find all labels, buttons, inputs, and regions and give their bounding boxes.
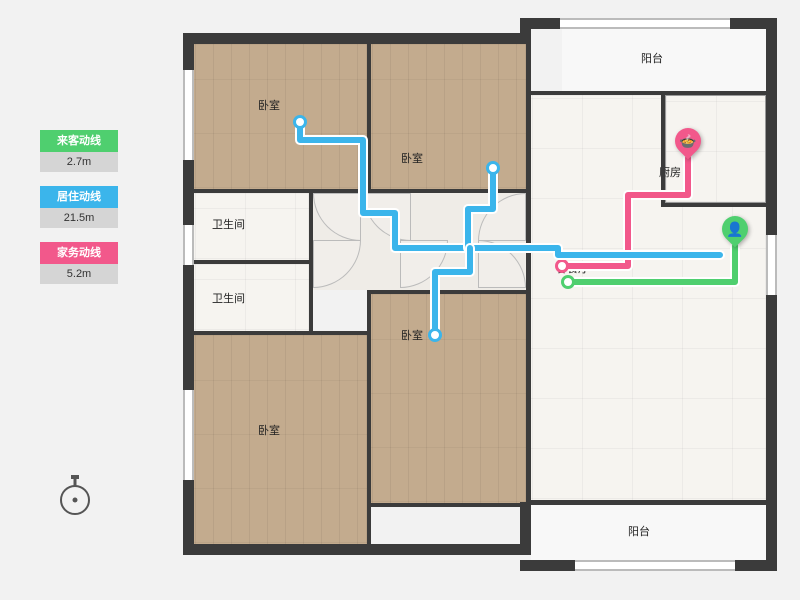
wall-opening — [560, 18, 730, 29]
room-label: 阳台 — [641, 50, 663, 66]
room-bath2: 卫生间 — [194, 264, 309, 331]
room-balcony_b: 阳台 — [531, 505, 766, 560]
wall-opening — [766, 235, 777, 295]
marker-pin: 👤 — [717, 211, 754, 248]
inner-wall — [194, 189, 530, 193]
outer-wall — [183, 33, 530, 44]
inner-wall — [367, 290, 526, 294]
entry-marker-icon: 👤 — [722, 216, 748, 248]
outer-wall — [520, 502, 531, 555]
room-label: 卫生间 — [212, 290, 245, 306]
floor-plan: 卧室卧室卫生间卫生间卧室卧室客餐厅厨房阳台阳台🍲👤 — [0, 0, 800, 600]
inner-wall — [367, 44, 371, 192]
outer-wall — [183, 544, 530, 555]
room-bed_tm: 卧室 — [371, 44, 526, 189]
room-label: 阳台 — [628, 523, 650, 539]
inner-wall — [194, 331, 369, 335]
room-label: 卧室 — [258, 422, 280, 438]
inner-wall — [309, 193, 313, 331]
room-bed_bm: 卧室 — [371, 294, 526, 503]
room-bed_tl: 卧室 — [194, 44, 367, 189]
floor-plan-canvas: 来客动线2.7m居住动线21.5m家务动线5.2m卧室卧室卫生间卫生间卧室卧室客… — [0, 0, 800, 600]
inner-wall — [194, 260, 309, 264]
kitchen-marker-icon: 🍲 — [675, 128, 701, 160]
wall-opening — [183, 225, 194, 265]
room-bed_bl: 卧室 — [194, 335, 367, 544]
wall-opening — [575, 560, 735, 571]
inner-wall — [531, 91, 766, 95]
outer-wall — [520, 18, 531, 44]
wall-opening — [183, 390, 194, 480]
inner-wall — [531, 500, 766, 505]
marker-pin: 🍲 — [670, 123, 707, 160]
wall-opening — [183, 70, 194, 160]
room-label: 卧室 — [258, 97, 280, 113]
inner-wall — [371, 503, 531, 507]
room-balcony_t: 阳台 — [562, 29, 766, 91]
room-label: 卧室 — [401, 150, 423, 166]
room-label: 客餐厅 — [556, 260, 589, 276]
room-label: 卧室 — [401, 327, 423, 343]
inner-wall — [661, 203, 766, 207]
room-bath1: 卫生间 — [194, 193, 309, 260]
inner-wall — [526, 44, 531, 503]
marker-glyph: 👤 — [726, 222, 743, 236]
room-label: 卫生间 — [212, 216, 245, 232]
marker-glyph: 🍲 — [679, 134, 696, 148]
inner-wall — [661, 95, 665, 205]
